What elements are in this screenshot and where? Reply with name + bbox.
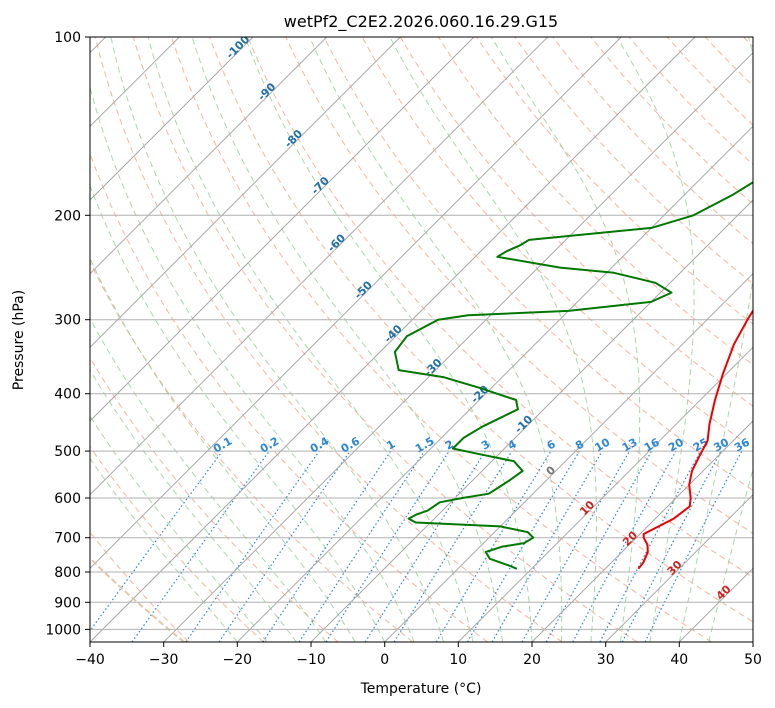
mixing-ratio-line: [325, 450, 450, 642]
x-tick-label: −10: [296, 652, 326, 668]
moist-adiabat-line: [616, 37, 695, 642]
dry-adiabat-line: [132, 37, 638, 642]
mixing-ratio-line: [185, 450, 320, 642]
dry-adiabat-line: [90, 446, 264, 642]
x-axis: −40 −30 −20 −10 0 10 20 30 40 50: [75, 642, 762, 668]
mixing-ratio-line: [131, 450, 270, 642]
y-tick-label: 700: [54, 531, 81, 547]
mixing-ratio-line: [572, 450, 677, 642]
plot-area: [90, 37, 753, 642]
moist-adiabat-line: [90, 369, 297, 642]
moist-adiabat-line: [389, 37, 597, 642]
x-axis-label: Temperature (°C): [360, 681, 482, 697]
x-tick-label: 40: [670, 652, 688, 668]
y-tick-label: 800: [54, 565, 81, 581]
isotherm-line: [310, 199, 753, 642]
moist-adiabat-line: [90, 457, 238, 642]
mixing-ratio-line: [491, 450, 603, 642]
x-tick-label: −20: [223, 652, 253, 668]
isotherm-line: [384, 272, 753, 642]
moist-adiabat-line: [110, 37, 445, 642]
dry-adiabat-line: [94, 37, 563, 642]
x-tick-label: 20: [523, 652, 541, 668]
pressure-gridlines: [90, 37, 753, 630]
dry-adiabat-line: [476, 37, 753, 325]
mixing-ratio-line: [521, 450, 631, 642]
dewpoint-profile-line: [393, 181, 753, 570]
y-tick-label: 900: [54, 595, 81, 611]
moist-adiabat-line: [191, 37, 503, 642]
moist-adiabat-line: [90, 415, 268, 642]
y-tick-label: 400: [54, 387, 81, 403]
x-tick-label: 50: [744, 652, 762, 668]
dry-adiabat-line: [323, 37, 753, 491]
y-tick-label: 300: [54, 313, 81, 329]
isotherm-line: [90, 37, 328, 275]
moist-adiabat-line: [309, 37, 563, 642]
dry-adiabat-line: [209, 37, 753, 623]
dry-adiabat-line: [514, 37, 753, 285]
reference-lines: [90, 37, 753, 642]
x-tick-label: 0: [380, 652, 389, 668]
moist-adiabat-line: [90, 257, 356, 642]
dry-adiabat-line: [247, 37, 753, 578]
moist-adiabat-line: [678, 37, 753, 642]
mixing-ratio-line: [364, 450, 486, 642]
moist-adiabat-line: [90, 184, 386, 642]
moist-adiabat-line: [244, 37, 533, 642]
isotherm-line: [90, 37, 622, 570]
isotherm-line: [90, 37, 549, 496]
y-tick-label: 1000: [45, 622, 81, 638]
mixing-ratio-line: [218, 450, 351, 642]
isotherm-line: [531, 420, 753, 642]
x-tick-label: 30: [597, 652, 615, 668]
x-tick-label: −40: [75, 652, 105, 668]
mixing-ratio-line: [466, 450, 580, 642]
isotherm-line: [90, 37, 254, 201]
temperature-profile-line: [637, 308, 753, 570]
isotherm-line: [90, 37, 401, 349]
isotherm-line: [90, 37, 475, 422]
mixing-ratio-line: [393, 450, 513, 642]
y-axis-label: Pressure (hPa): [11, 290, 27, 390]
x-tick-label: 10: [449, 652, 467, 668]
moist-adiabat-line: [490, 37, 641, 642]
x-tick-label: −30: [149, 652, 179, 668]
isotherm-line: [163, 51, 753, 642]
moist-adiabat-line: [90, 317, 327, 642]
isotherm-line: [236, 125, 753, 642]
y-tick-label: 200: [54, 208, 81, 224]
dry-adiabat-line: [399, 37, 753, 407]
dry-adiabat-line: [628, 37, 753, 166]
isotherm-line: [457, 346, 753, 642]
chart-title: wetPf2_C2E2.2026.060.16.29.G15: [284, 12, 558, 32]
isotherm-line: [605, 493, 753, 642]
isotherm-line: [90, 37, 696, 642]
moist-adiabat-line: [147, 37, 474, 642]
y-tick-label: 600: [54, 491, 81, 507]
y-tick-label: 500: [54, 444, 81, 460]
moist-adiabat-line: [708, 466, 753, 642]
mixing-ratio-line: [435, 450, 552, 642]
y-axis: 100 200 300 400 500 600 700 800 900 1000: [45, 30, 90, 638]
plot-frame: [89, 36, 754, 643]
mixing-ratio-line: [90, 450, 223, 632]
y-tick-label: 100: [54, 30, 81, 46]
sounding-profiles: [393, 181, 753, 570]
